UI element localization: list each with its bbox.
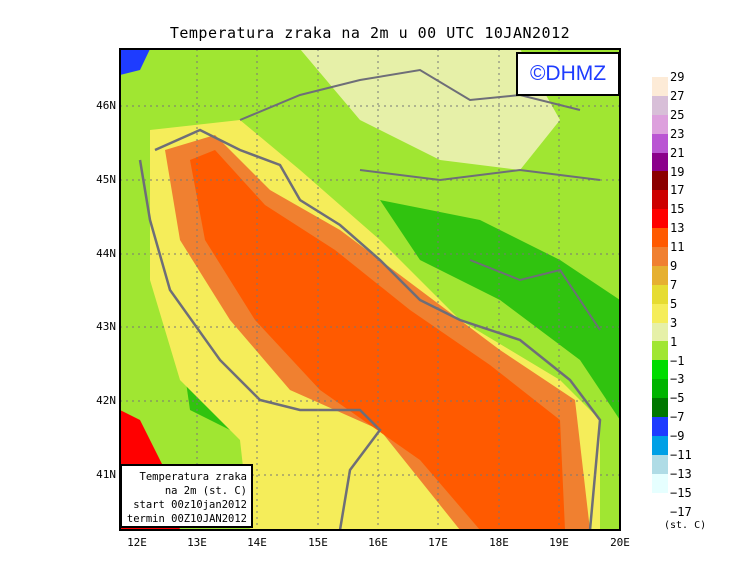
lat-label: 45N bbox=[96, 173, 116, 186]
colorbar-label: 23 bbox=[670, 126, 685, 141]
colorbar-swatch bbox=[652, 379, 668, 399]
colorbar-label: −17 bbox=[670, 504, 692, 519]
lon-label: 18E bbox=[489, 536, 509, 549]
colorbar-label: 15 bbox=[670, 202, 685, 217]
colorbar-label: 9 bbox=[670, 259, 678, 273]
colorbar-swatch bbox=[652, 303, 668, 323]
colorbar-swatch bbox=[652, 152, 668, 172]
colorbar-swatch bbox=[652, 133, 668, 153]
field-very-cold bbox=[120, 49, 150, 75]
lon-label: 14E bbox=[247, 536, 267, 549]
lat-label: 44N bbox=[96, 247, 116, 260]
lon-label: 13E bbox=[187, 536, 207, 549]
coastline-east bbox=[154, 128, 602, 530]
colorbar-label: −13 bbox=[670, 466, 692, 481]
colorbar-label: 5 bbox=[670, 296, 678, 311]
colorbar-label: −1 bbox=[670, 353, 685, 368]
colorbar-label: 1 bbox=[670, 334, 678, 349]
lon-label: 16E bbox=[368, 536, 388, 549]
lat-label: 42N bbox=[96, 394, 116, 407]
colorbar-swatch bbox=[652, 228, 668, 248]
field-sea-warm bbox=[190, 150, 565, 530]
colorbar-label: −11 bbox=[670, 448, 692, 462]
colorbar-label: 13 bbox=[670, 221, 685, 236]
lon-label: 20E bbox=[610, 536, 630, 549]
colorbar-swatch bbox=[652, 360, 668, 380]
colorbar-swatch bbox=[652, 284, 668, 304]
colorbar-swatch bbox=[652, 114, 668, 134]
map-title: Temperatura zraka na 2m u 00 UTC 10JAN20… bbox=[169, 24, 571, 42]
lon-label: 19E bbox=[549, 536, 569, 549]
colorbar-swatch bbox=[652, 77, 668, 96]
colorbar-swatch bbox=[652, 341, 668, 361]
colorbar-swatch bbox=[652, 95, 668, 115]
lat-label: 46N bbox=[96, 99, 116, 112]
legend-line: termin 00Z10JAN2012 bbox=[126, 513, 247, 525]
colorbar-label: 7 bbox=[670, 277, 678, 292]
field-cold-interior bbox=[380, 200, 620, 420]
lat-label: 41N bbox=[96, 468, 116, 481]
coastline-west bbox=[138, 159, 382, 530]
colorbar-label: −7 bbox=[670, 410, 685, 425]
colorbar-label: 11 bbox=[670, 240, 685, 255]
lon-label: 12E bbox=[127, 536, 147, 549]
colorbar-swatch bbox=[652, 265, 668, 285]
lon-label: 15E bbox=[308, 536, 328, 549]
colorbar-swatch bbox=[652, 209, 668, 229]
lat-label: 43N bbox=[96, 320, 116, 333]
colorbar-swatch bbox=[652, 473, 668, 493]
colorbar-swatch bbox=[652, 417, 668, 436]
colorbar-label: 25 bbox=[670, 107, 685, 122]
legend-box: Temperatura zraka na 2m (st. C) start 00… bbox=[120, 464, 253, 528]
legend-line: na 2m (st. C) bbox=[164, 485, 247, 497]
colorbar-swatch bbox=[652, 190, 668, 210]
colorbar-swatch bbox=[652, 247, 668, 266]
colorbar-swatch bbox=[652, 454, 668, 474]
colorbar bbox=[652, 77, 668, 493]
colorbar-label: 27 bbox=[670, 88, 685, 103]
colorbar-label: 21 bbox=[670, 145, 685, 160]
colorbar-label: −9 bbox=[670, 429, 685, 444]
colorbar-swatch bbox=[652, 322, 668, 342]
legend-line: Temperatura zraka bbox=[139, 471, 247, 483]
colorbar-label: −15 bbox=[670, 485, 692, 500]
colorbar-swatch bbox=[652, 435, 668, 455]
colorbar-label: 3 bbox=[670, 315, 678, 330]
colorbar-label: 17 bbox=[670, 183, 685, 198]
dhmz-logo: ©DHMZ bbox=[516, 52, 620, 96]
colorbar-label: 29 bbox=[670, 70, 685, 84]
colorbar-label: −3 bbox=[670, 372, 685, 387]
map-frame bbox=[119, 48, 621, 531]
colorbar-swatch bbox=[652, 171, 668, 191]
colorbar-label: 19 bbox=[670, 164, 685, 179]
colorbar-label: −5 bbox=[670, 391, 685, 406]
colorbar-swatch bbox=[652, 398, 668, 418]
graticule bbox=[120, 49, 620, 530]
lon-label: 17E bbox=[428, 536, 448, 549]
legend-line: start 00z10jan2012 bbox=[133, 499, 247, 511]
colorbar-unit: (st. C) bbox=[664, 520, 707, 531]
